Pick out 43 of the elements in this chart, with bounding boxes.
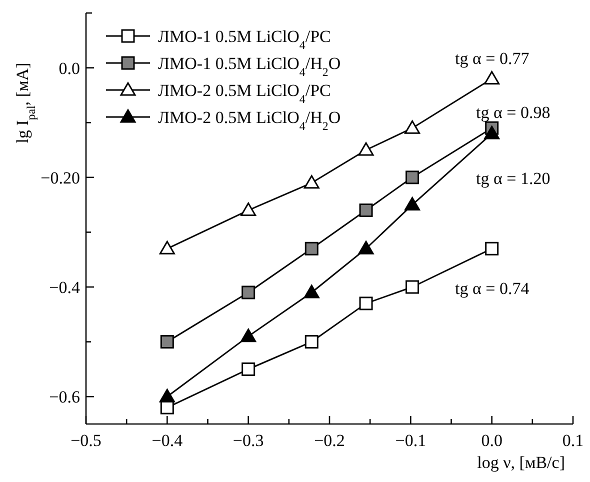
point <box>304 175 320 189</box>
point <box>485 242 499 256</box>
point <box>242 362 256 376</box>
point <box>160 400 174 414</box>
point <box>160 335 174 349</box>
point <box>304 284 320 298</box>
point <box>484 126 500 140</box>
x-axis-title: log ν, [мВ/с] <box>477 453 565 472</box>
annotation: tg α = 0.74 <box>455 279 530 298</box>
point <box>359 296 373 310</box>
point <box>304 242 318 256</box>
point <box>159 388 175 402</box>
legend-label: ЛМО-2 0.5M LiClO$_{4}$/PC <box>158 81 331 106</box>
point <box>240 202 256 216</box>
point <box>484 71 500 85</box>
annotation: tg α = 0.98 <box>476 103 550 122</box>
point <box>404 197 420 211</box>
point <box>404 120 420 134</box>
x-tick-label: −0.1 <box>395 431 426 450</box>
x-tick-label: 0.0 <box>481 431 502 450</box>
annotation: tg α = 1.20 <box>476 169 550 188</box>
x-tick-label: −0.2 <box>314 431 345 450</box>
point <box>358 240 374 254</box>
point <box>358 142 374 156</box>
point <box>406 170 420 184</box>
point <box>304 335 318 349</box>
x-tick-label: −0.4 <box>152 431 184 450</box>
x-tick-label: 0.1 <box>562 431 584 450</box>
x-tick-label: −0.5 <box>70 431 102 450</box>
y-tick-label: −0.20 <box>40 168 80 188</box>
point <box>406 280 420 294</box>
annotation: tg α = 0.77 <box>455 49 530 68</box>
point <box>359 204 373 218</box>
point <box>240 328 256 342</box>
y-tick-label: −0.4 <box>49 278 80 297</box>
legend-label: ЛМО-1 0.5M LiClO$_{4}$/PC <box>158 27 331 52</box>
legend-label: ЛМО-2 0.5M LiClO$_{4}$/H$_{2}$O <box>158 108 341 133</box>
y-tick-label: 0.0 <box>58 58 80 78</box>
x-tick-label: −0.3 <box>232 431 264 450</box>
point <box>159 240 175 254</box>
y-tick-label: −0.6 <box>49 388 80 407</box>
legend-label: ЛМО-1 0.5M LiClO$_{4}$/H$_{2}$O <box>158 54 341 79</box>
point <box>242 286 256 300</box>
